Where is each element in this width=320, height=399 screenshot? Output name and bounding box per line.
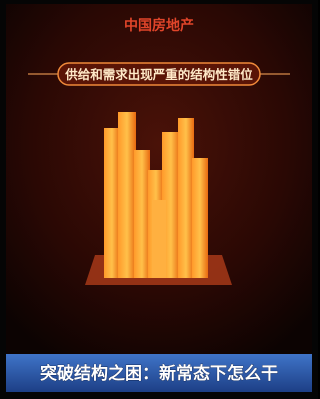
decor-bar: [178, 118, 194, 278]
caption-text: 突破结构之困：新常态下怎么干: [40, 363, 278, 384]
decor-bar: [118, 112, 136, 278]
banner: 供给和需求出现严重的结构性错位: [28, 63, 290, 85]
decor-bar: [104, 128, 120, 278]
decor-bar: [192, 158, 208, 278]
decor-bar: [134, 150, 150, 278]
banner-text: 供给和需求出现严重的结构性错位: [64, 67, 253, 82]
title: 中国房地产: [124, 17, 194, 34]
decor-bar: [152, 200, 166, 278]
screen: 中国房地产 供给和需求出现严重的结构性错位 突破结构之困：新常态下怎么干: [0, 0, 318, 399]
